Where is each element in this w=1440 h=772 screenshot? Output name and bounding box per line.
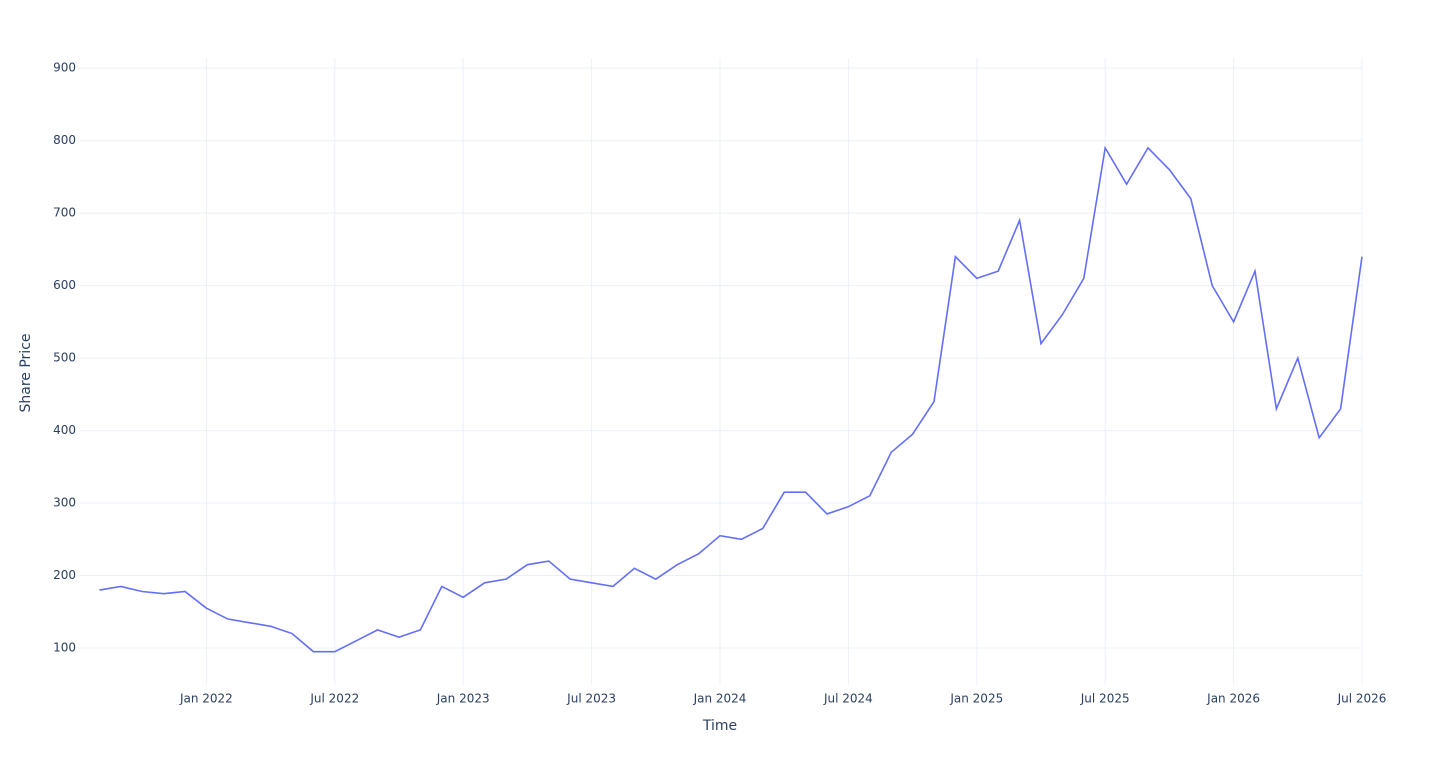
y-tick-label: 800 bbox=[53, 133, 76, 147]
x-tick-label: Jul 2022 bbox=[309, 692, 359, 706]
x-tick-label: Jul 2026 bbox=[1337, 692, 1387, 706]
y-axis-title: Share Price bbox=[18, 333, 34, 412]
y-tick-label: 600 bbox=[53, 278, 76, 292]
y-tick-label: 300 bbox=[53, 496, 76, 510]
x-tick-label: Jan 2025 bbox=[949, 692, 1003, 706]
y-tick-label: 500 bbox=[53, 351, 76, 365]
x-tick-label: Jan 2022 bbox=[179, 692, 233, 706]
y-tick-label: 900 bbox=[53, 61, 76, 75]
x-axis-title: Time bbox=[702, 718, 737, 734]
y-tick-label: 700 bbox=[53, 206, 76, 220]
x-tick-label: Jul 2023 bbox=[566, 692, 616, 706]
x-tick-label: Jan 2026 bbox=[1206, 692, 1260, 706]
line-series bbox=[99, 145, 1363, 653]
y-tick-label: 100 bbox=[53, 641, 76, 655]
y-tick-label: 200 bbox=[53, 568, 76, 582]
y-tick-label: 400 bbox=[53, 423, 76, 437]
x-tick-label: Jan 2024 bbox=[693, 692, 747, 706]
x-tick-label: Jan 2023 bbox=[436, 692, 490, 706]
x-tick-label: Jul 2025 bbox=[1080, 692, 1130, 706]
x-tick-label: Jul 2024 bbox=[823, 692, 873, 706]
